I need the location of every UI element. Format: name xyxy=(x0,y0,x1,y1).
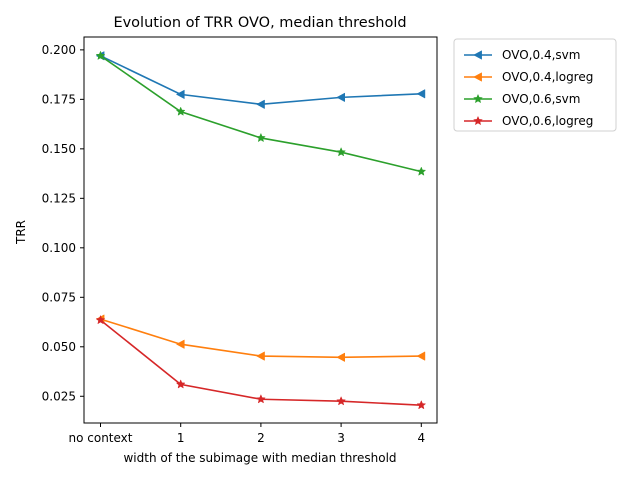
legend-marker xyxy=(473,50,482,60)
series-line xyxy=(100,55,422,106)
y-tick-label: 0.050 xyxy=(42,340,76,354)
data-point xyxy=(175,89,185,100)
legend: OVO,0.4,svm OVO,0.4,logreg OVO,0.6,svm OVO,… xyxy=(453,38,617,132)
data-point xyxy=(336,352,346,363)
y-tick-label: 0.175 xyxy=(42,92,76,106)
data-point xyxy=(416,400,427,410)
data-point xyxy=(336,92,346,103)
legend-label: OVO,0.6,logreg xyxy=(502,114,593,128)
legend-frame xyxy=(453,38,617,132)
data-point xyxy=(336,396,346,406)
legend-marker xyxy=(473,115,483,126)
data-point xyxy=(256,394,266,404)
legend-item: OVO,0.6,svm xyxy=(464,92,580,106)
data-point xyxy=(95,50,106,60)
series-ovo-0-6-logreg xyxy=(95,314,427,410)
series-ovo-0-4-logreg xyxy=(95,314,426,363)
data-point xyxy=(175,339,185,349)
data-point xyxy=(256,132,266,143)
data-point xyxy=(416,166,427,176)
series-line xyxy=(100,318,422,359)
x-tick-label: 2 xyxy=(257,431,265,445)
y-tick-label: 0.075 xyxy=(42,290,76,304)
legend-label: OVO,0.6,svm xyxy=(502,92,580,106)
legend-item: OVO,0.6,logreg xyxy=(464,114,593,128)
data-point xyxy=(416,89,426,99)
series-ovo-0-4-svm xyxy=(95,51,426,110)
x-tick-label: 4 xyxy=(417,431,425,445)
x-tick-label: 1 xyxy=(177,431,185,445)
x-axis-label: width of the subimage with median thresh… xyxy=(123,451,396,465)
data-point xyxy=(336,147,346,157)
data-point xyxy=(256,351,265,361)
data-point xyxy=(256,99,265,110)
legend-marker xyxy=(473,93,483,104)
legend-label: OVO,0.4,logreg xyxy=(502,70,593,84)
y-tick-label: 0.025 xyxy=(42,389,76,403)
y-tick-label: 0.200 xyxy=(42,43,76,57)
series-line xyxy=(99,319,422,406)
legend-marker xyxy=(473,72,482,82)
x-tick-label: 3 xyxy=(337,431,345,445)
series-line xyxy=(100,55,422,173)
y-axis-label: TRR xyxy=(14,220,28,245)
legend-label: OVO,0.4,svm xyxy=(502,48,580,62)
data-point xyxy=(175,106,186,116)
data-point xyxy=(95,314,106,325)
legend-item: OVO,0.4,logreg xyxy=(464,70,593,84)
y-tick-label: 0.100 xyxy=(42,241,76,255)
y-tick-label: 0.150 xyxy=(42,142,76,156)
data-point xyxy=(416,351,426,361)
series-ovo-0-6-svm xyxy=(95,50,427,176)
x-tick-label: no context xyxy=(69,431,133,445)
y-tick-label: 0.125 xyxy=(42,191,76,205)
data-point xyxy=(175,379,186,389)
legend-item: OVO,0.4,svm xyxy=(464,48,580,62)
chart-title: Evolution of TRR OVO, median threshold xyxy=(113,15,406,31)
